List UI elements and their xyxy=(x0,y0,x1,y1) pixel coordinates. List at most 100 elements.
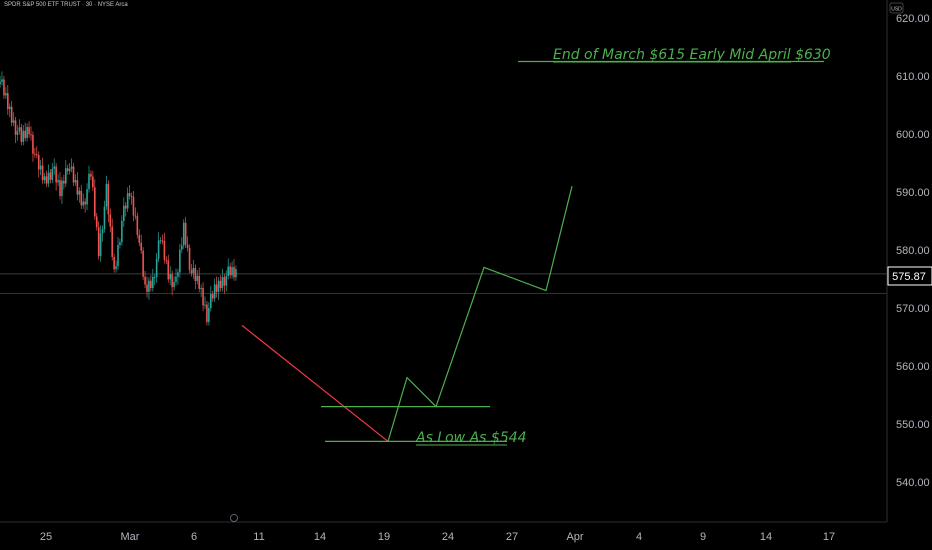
price-tick-label: 600.00 xyxy=(896,129,930,141)
candle-body xyxy=(161,240,164,242)
price-axis[interactable]: 620.00 610.00 600.00 590.00 580.00 570.00 560.… xyxy=(896,13,930,489)
candle-body xyxy=(204,304,206,306)
time-tick-label: 25 xyxy=(40,531,52,543)
candle-body xyxy=(142,250,144,277)
candle-body xyxy=(219,280,222,288)
candle-body xyxy=(134,215,137,217)
candle-body xyxy=(55,166,57,183)
annotation-low: As Low As $544 xyxy=(415,430,527,446)
candle-body xyxy=(47,172,50,184)
price-tick-label: 550.00 xyxy=(896,419,930,431)
candle-body xyxy=(78,190,81,195)
candle-body xyxy=(101,229,104,234)
time-tick-label: Apr xyxy=(566,531,583,543)
candle-body xyxy=(171,274,173,288)
currency-badge[interactable] xyxy=(889,2,904,14)
price-tick-label: 610.00 xyxy=(896,71,930,83)
candle-body xyxy=(225,276,228,286)
candle-body xyxy=(63,180,65,184)
time-tick-label: 14 xyxy=(760,531,772,543)
candle-body xyxy=(39,165,42,170)
time-tick-label: 19 xyxy=(378,531,390,543)
price-tick-label: 590.00 xyxy=(896,187,930,199)
time-tick-label: 14 xyxy=(314,531,326,543)
candle-body xyxy=(72,166,75,183)
candle-body xyxy=(165,259,168,261)
candle-body xyxy=(179,249,181,273)
candle-body xyxy=(128,193,131,197)
candle-body xyxy=(167,260,170,280)
candle-body xyxy=(200,287,202,289)
candle-body xyxy=(84,201,86,205)
candle-body xyxy=(182,222,185,246)
candle-body xyxy=(215,284,218,292)
currency-label: USD xyxy=(891,7,902,13)
candle-body xyxy=(163,241,166,260)
candle-body xyxy=(115,266,117,270)
candle-body xyxy=(136,216,139,235)
candle-body xyxy=(138,234,141,243)
candle-body xyxy=(103,206,106,230)
candle-body xyxy=(229,266,231,276)
candle-body xyxy=(196,275,199,282)
candle-body xyxy=(217,280,220,292)
price-tick-label: 570.00 xyxy=(896,303,930,315)
candle-body xyxy=(211,294,214,299)
candle-body xyxy=(7,93,9,110)
candle-body xyxy=(30,134,32,136)
candle-body xyxy=(5,93,7,96)
bullish-projection-path xyxy=(387,186,573,442)
candle-body xyxy=(198,275,200,289)
candle-body xyxy=(233,267,235,278)
candle-body xyxy=(90,173,92,177)
clock-icon[interactable] xyxy=(230,514,238,522)
candle-body xyxy=(28,127,30,135)
candle-body xyxy=(140,242,142,251)
candle-body xyxy=(37,154,40,170)
annotation-target: End of March $615 Early Mid April $630 xyxy=(553,47,831,63)
candle-body xyxy=(231,267,233,276)
candle-body xyxy=(157,240,160,259)
candle-body xyxy=(14,120,17,135)
candle-body xyxy=(68,168,71,172)
candle-body xyxy=(208,308,210,322)
candle-body xyxy=(36,154,38,156)
candle-body xyxy=(235,269,237,278)
horizontal-levels xyxy=(0,273,887,294)
candle-body xyxy=(117,245,119,267)
candle-body xyxy=(92,176,94,188)
candle-body xyxy=(148,280,150,292)
candle-body xyxy=(82,201,84,206)
candle-body xyxy=(184,222,187,245)
time-tick-label: 27 xyxy=(506,531,518,543)
time-tick-label: 24 xyxy=(442,531,454,543)
candle-body xyxy=(94,187,96,217)
time-tick-label: Mar xyxy=(121,531,140,543)
candle-body xyxy=(144,276,146,285)
candle-body xyxy=(221,276,224,288)
candle-body xyxy=(97,227,100,257)
candle-body xyxy=(49,172,52,180)
candle-body xyxy=(206,304,208,322)
candle-body xyxy=(12,120,15,123)
candle-body xyxy=(1,79,3,82)
candle-body xyxy=(10,106,13,123)
candle-body xyxy=(88,173,90,190)
candle-body xyxy=(186,244,189,248)
candle-body xyxy=(3,79,5,96)
candle-body xyxy=(173,281,175,288)
time-axis[interactable]: 25 Mar 6 11 14 19 24 27 Apr 4 9 14 17 xyxy=(40,531,835,543)
candle-body xyxy=(80,190,83,206)
candle-body xyxy=(113,256,115,270)
candle-body xyxy=(45,176,48,184)
candle-body xyxy=(177,272,179,277)
candle-body xyxy=(24,130,26,139)
time-tick-label: 11 xyxy=(253,531,264,543)
candle-body xyxy=(130,196,133,198)
candle-body xyxy=(150,280,152,288)
candle-body xyxy=(41,165,44,181)
candle-body xyxy=(61,180,63,197)
candle-body xyxy=(59,180,61,197)
